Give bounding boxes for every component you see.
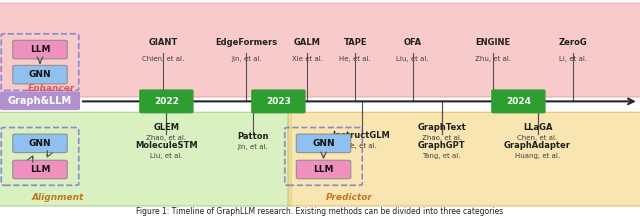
- Text: He, et al.: He, et al.: [339, 56, 371, 62]
- FancyBboxPatch shape: [296, 134, 351, 153]
- Text: Li, et al.: Li, et al.: [559, 56, 587, 62]
- Text: GALM: GALM: [294, 38, 321, 47]
- FancyBboxPatch shape: [288, 112, 640, 206]
- Text: Patton: Patton: [237, 132, 269, 141]
- Text: MoleculeSTM: MoleculeSTM: [135, 141, 198, 150]
- Text: GraphText: GraphText: [417, 123, 466, 132]
- Text: EdgeFormers: EdgeFormers: [215, 38, 278, 47]
- Text: GraphGPT: GraphGPT: [418, 141, 465, 150]
- Text: TAPE: TAPE: [344, 38, 367, 47]
- FancyBboxPatch shape: [0, 3, 640, 97]
- FancyBboxPatch shape: [0, 112, 291, 206]
- Text: GraphAdapter: GraphAdapter: [504, 141, 571, 150]
- Text: InstructGLM: InstructGLM: [333, 131, 390, 140]
- Text: GLEM: GLEM: [154, 123, 179, 132]
- Text: LLM: LLM: [29, 165, 51, 174]
- Text: Tang, et al.: Tang, et al.: [422, 153, 461, 159]
- Text: Chen, et al.: Chen, et al.: [518, 135, 557, 141]
- FancyBboxPatch shape: [0, 92, 80, 110]
- FancyBboxPatch shape: [252, 89, 306, 113]
- Text: Huang, et al.: Huang, et al.: [515, 153, 560, 159]
- Text: Zhao, et al.: Zhao, et al.: [422, 135, 461, 141]
- Text: GNN: GNN: [29, 70, 51, 79]
- Text: ENGINE: ENGINE: [476, 38, 510, 47]
- Text: Xie et al.: Xie et al.: [292, 56, 323, 62]
- FancyBboxPatch shape: [140, 89, 193, 113]
- Text: Ye, et al.: Ye, et al.: [347, 143, 376, 149]
- Text: Zhao, et al.: Zhao, et al.: [147, 135, 186, 141]
- FancyBboxPatch shape: [13, 160, 67, 179]
- Text: LLM: LLM: [29, 45, 51, 54]
- FancyBboxPatch shape: [296, 160, 351, 179]
- Text: 2022: 2022: [154, 97, 179, 106]
- Text: Chien, et al.: Chien, et al.: [142, 56, 184, 62]
- Text: 2024: 2024: [506, 97, 531, 106]
- Text: Jin, et al.: Jin, et al.: [237, 144, 268, 150]
- Text: LLM: LLM: [313, 165, 334, 174]
- Text: OFA: OFA: [404, 38, 422, 47]
- Text: Predictor: Predictor: [325, 193, 372, 202]
- Text: Figure 1: Timeline of GraphLLM research. Existing methods can be divided into th: Figure 1: Timeline of GraphLLM research.…: [136, 207, 504, 216]
- Text: Zhu, et al.: Zhu, et al.: [475, 56, 511, 62]
- Text: Liu, et al.: Liu, et al.: [397, 56, 429, 62]
- FancyBboxPatch shape: [13, 65, 67, 84]
- Text: LLaGA: LLaGA: [523, 123, 552, 132]
- Text: GNN: GNN: [29, 139, 51, 148]
- FancyBboxPatch shape: [13, 134, 67, 153]
- Text: Enhancer: Enhancer: [28, 84, 75, 93]
- Text: Liu, et al.: Liu, et al.: [150, 153, 182, 159]
- Text: 2023: 2023: [266, 97, 291, 106]
- Text: ZeroG: ZeroG: [559, 38, 587, 47]
- Text: Jin, et al.: Jin, et al.: [231, 56, 262, 62]
- FancyBboxPatch shape: [492, 89, 545, 113]
- Text: Alignment: Alignment: [31, 193, 84, 202]
- FancyBboxPatch shape: [13, 40, 67, 59]
- Text: GIANT: GIANT: [148, 38, 178, 47]
- Text: GNN: GNN: [312, 139, 335, 148]
- Text: Graph&LLM: Graph&LLM: [8, 96, 72, 106]
